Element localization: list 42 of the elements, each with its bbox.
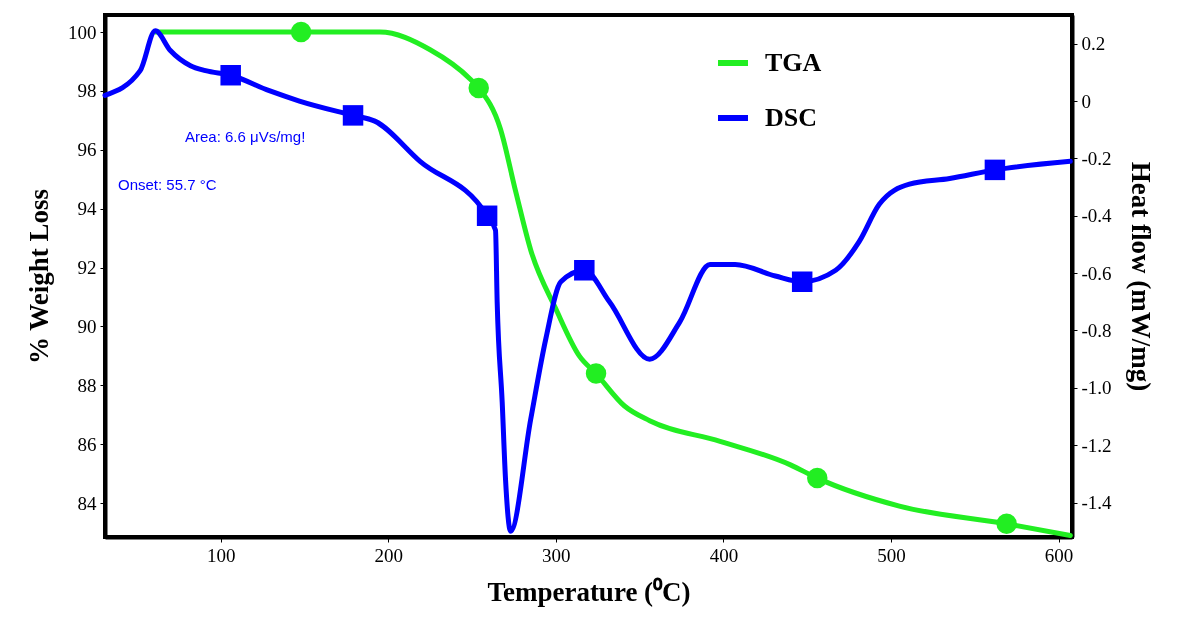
x-tick-label: 100 (206, 544, 236, 566)
y-tick-label: 94 (77, 198, 97, 220)
point (574, 260, 595, 281)
y-tick-label: 96 (77, 139, 97, 161)
annotation: Onset: 55.7 °C (118, 176, 217, 193)
point (585, 363, 607, 384)
point (342, 105, 364, 126)
x-tick-label: 200 (374, 544, 403, 566)
x-axis-title: Temperature (⁰C) (487, 576, 691, 607)
y-tick-label: 98 (77, 80, 97, 102)
y-tick-label: 92 (77, 257, 97, 279)
x-tick-label: 500 (877, 544, 906, 566)
y2-axis-title: Heat flow (mW/mg) (1125, 161, 1156, 392)
point (476, 205, 498, 227)
legend-label: DSC (765, 103, 818, 132)
y-tick-label: 90 (77, 315, 97, 337)
legend-label: TGA (765, 48, 822, 77)
point (220, 64, 241, 86)
y-tick-label: 88 (77, 374, 97, 396)
point (807, 467, 828, 489)
y2-tick-label: -0.6 (1081, 262, 1112, 284)
y2-tick-label: 0 (1081, 90, 1091, 112)
y2-tick-label: 0.2 (1081, 33, 1106, 55)
y2-tick-label: -0.8 (1081, 319, 1112, 341)
annotation: Area: 6.6 μVs/mg! (185, 128, 306, 145)
y2-tick-label: -1.4 (1081, 492, 1113, 514)
x-tick-label: 400 (709, 544, 739, 566)
y2-tick-label: -0.2 (1081, 147, 1112, 169)
y-tick-label: 100 (68, 21, 97, 43)
y-tick-label: 84 (77, 492, 97, 514)
y-tick-label: 86 (77, 433, 97, 455)
x-tick-label: 300 (542, 544, 571, 566)
y2-tick-label: -1.0 (1081, 377, 1112, 399)
y-axis-title: % Weight Loss (24, 188, 54, 365)
point (984, 159, 1006, 181)
y2-tick-label: -0.4 (1081, 205, 1113, 227)
point (996, 513, 1017, 534)
point (290, 21, 312, 43)
y2-tick-label: -1.2 (1081, 434, 1112, 456)
point (468, 77, 489, 99)
point (791, 271, 813, 292)
x-tick-label: 600 (1044, 544, 1074, 566)
